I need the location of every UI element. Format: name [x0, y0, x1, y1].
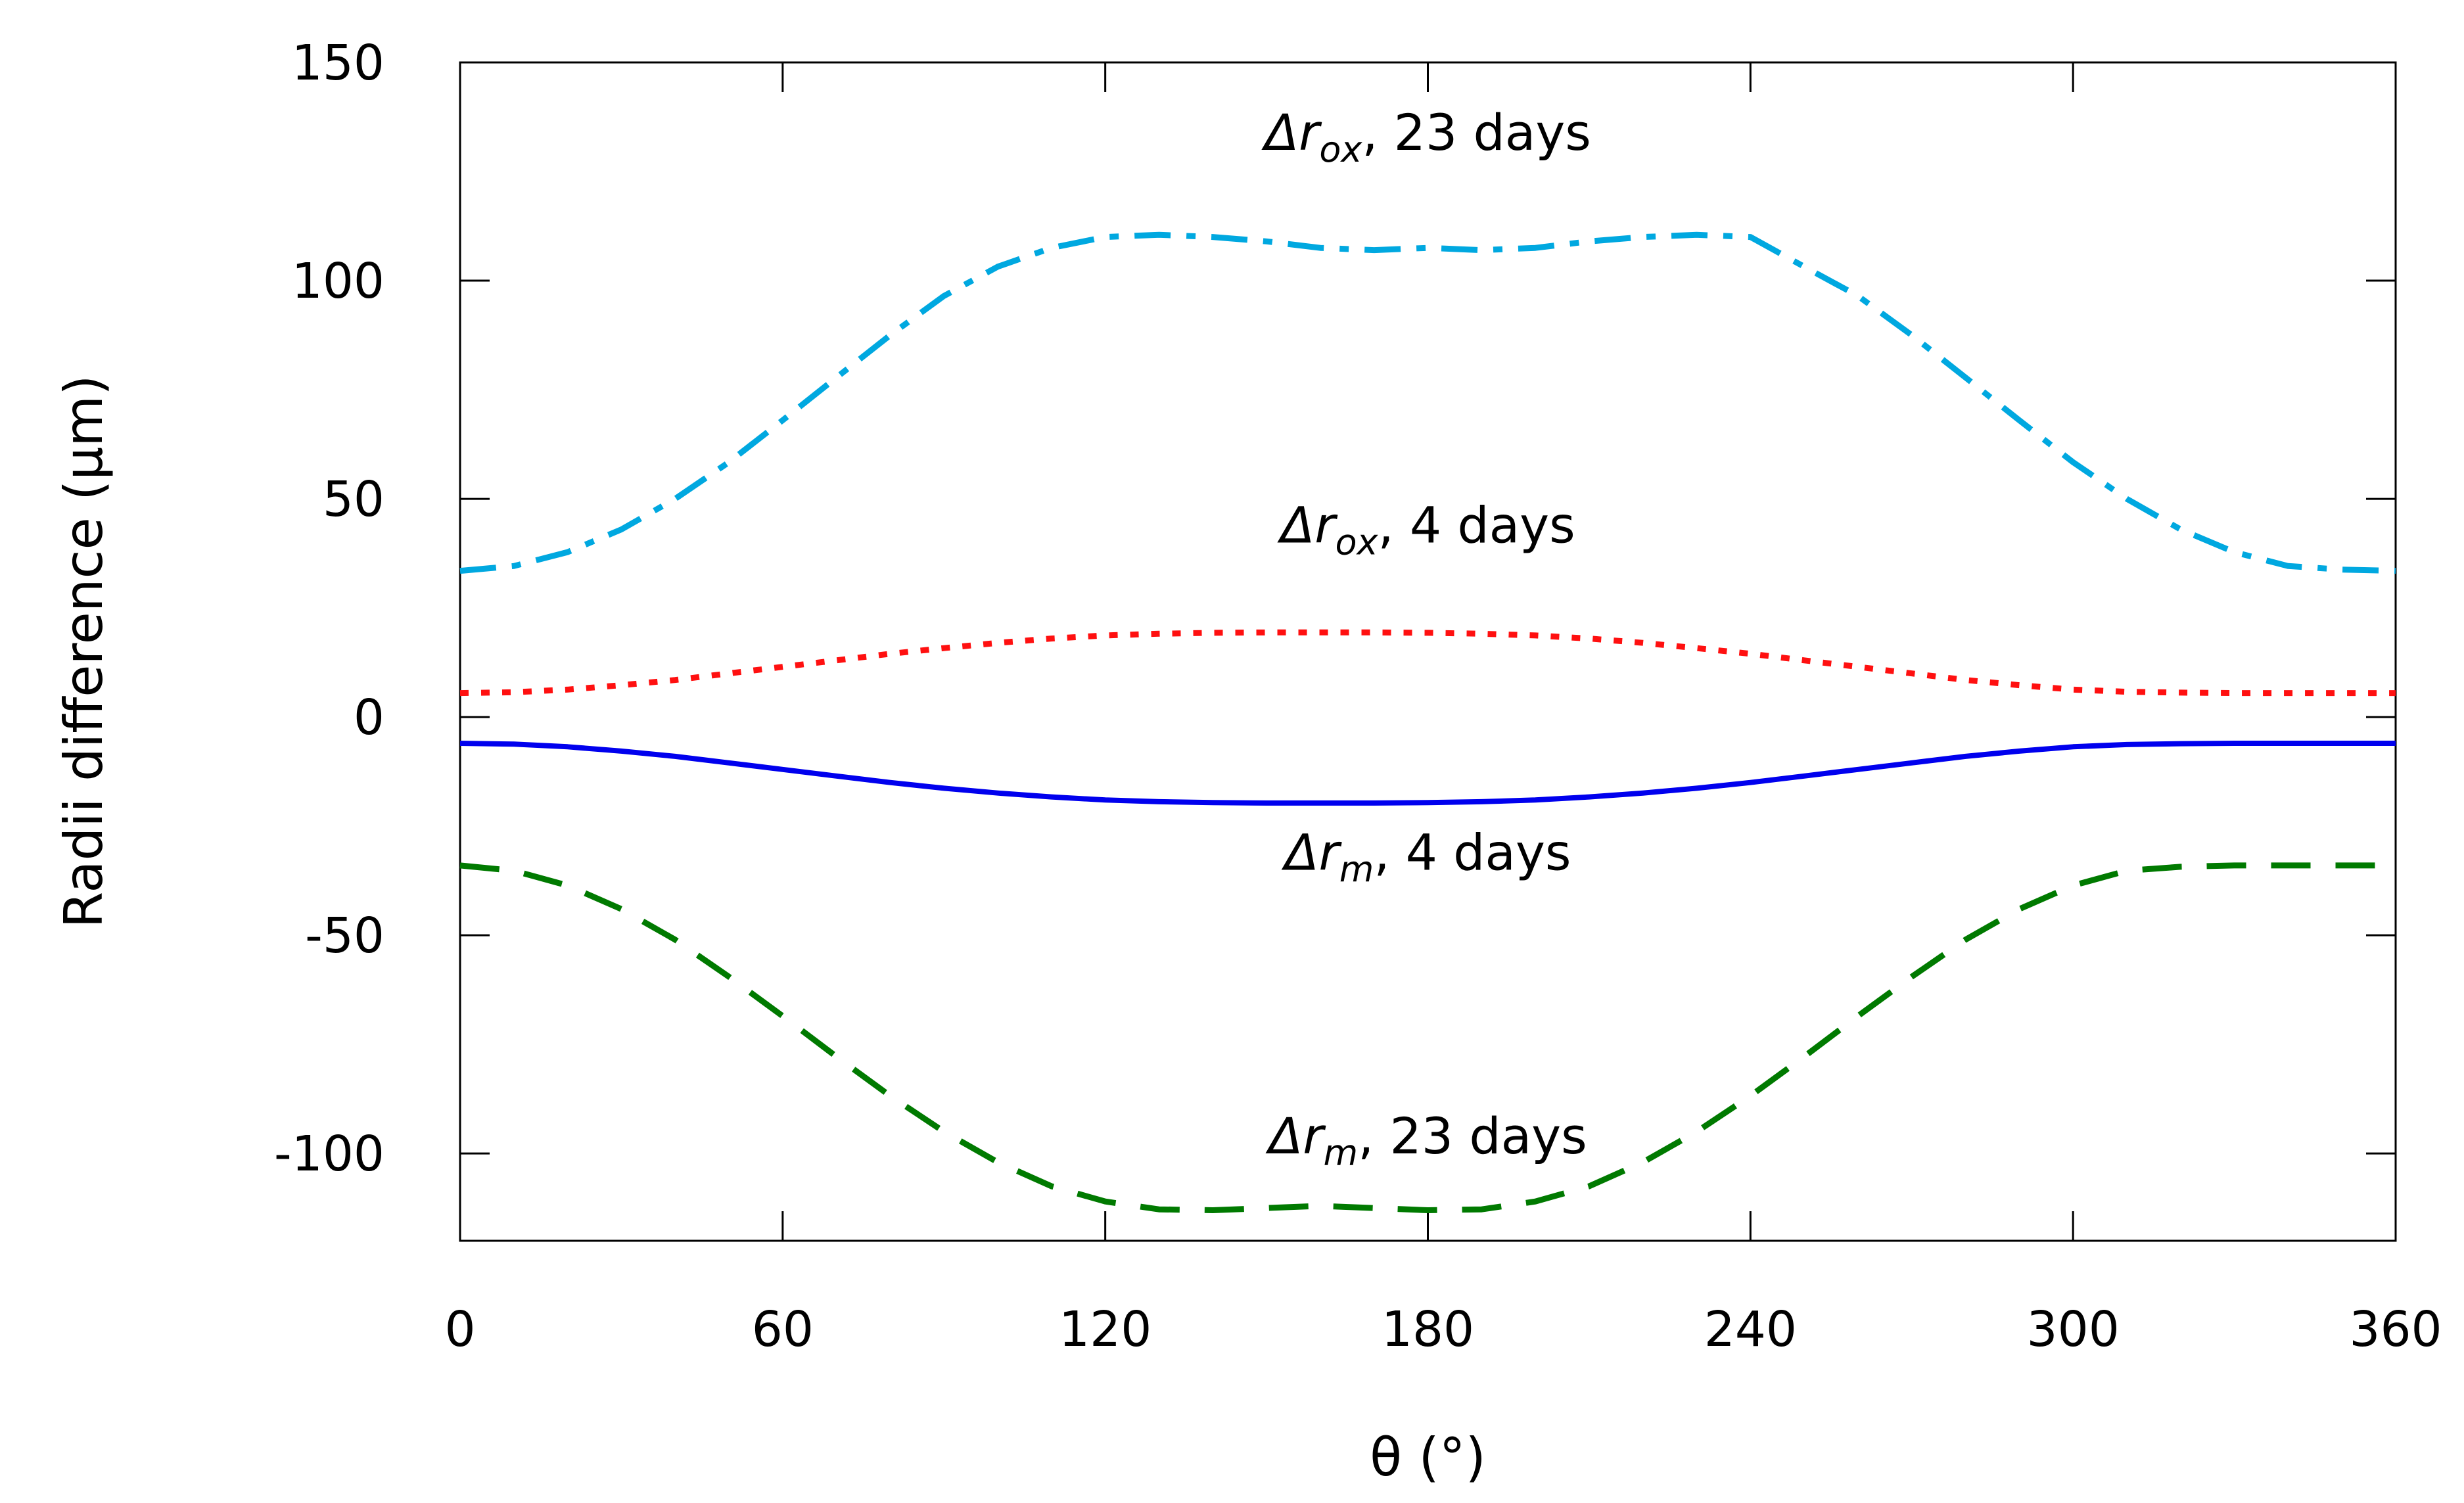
annotations: Δrox, 23 days Δrox, 4 days Δrm, 4 days Δrm,… [1261, 103, 1591, 1174]
series-annotation-2: Δrox, 4 days [1277, 496, 1575, 563]
y-tick-label: -100 [274, 1126, 384, 1182]
x-tick-label: 0 [444, 1301, 475, 1358]
x-tick-label: 300 [2027, 1301, 2120, 1358]
plot-frame [459, 61, 2397, 1242]
series-line-1 [459, 231, 2396, 574]
series-line-2 [459, 629, 2396, 697]
y-axis-label: Radii difference (μm) [53, 375, 114, 929]
x-tick-label: 240 [1704, 1301, 1797, 1358]
series-annotation-1: Δrox, 23 days [1261, 103, 1591, 170]
x-tick-label: 180 [1382, 1301, 1474, 1358]
axis-labels: θ (°) Radii difference (μm) [53, 375, 1486, 1488]
series-group [459, 231, 2396, 1213]
y-tick-label: 100 [292, 253, 384, 310]
y-tick-label: 50 [323, 471, 384, 528]
series-line-3 [459, 741, 2396, 806]
series-annotation-4: Δrm, 23 days [1265, 1107, 1587, 1174]
y-tick-label: 150 [292, 35, 384, 91]
plot-area: 0 60 120 180 240 300 360 -100 -50 0 50 100 150 [274, 35, 2442, 1358]
x-tick-label: 60 [752, 1301, 814, 1358]
series-annotation-3: Δrm, 4 days [1281, 823, 1571, 890]
series-line-4 [459, 862, 2396, 1213]
x-tick-label: 360 [2349, 1301, 2442, 1358]
y-tick-label: -50 [305, 908, 384, 964]
y-tick-label: 0 [354, 689, 384, 746]
x-axis-label: θ (°) [1370, 1427, 1486, 1488]
x-tick-label: 120 [1059, 1301, 1151, 1358]
